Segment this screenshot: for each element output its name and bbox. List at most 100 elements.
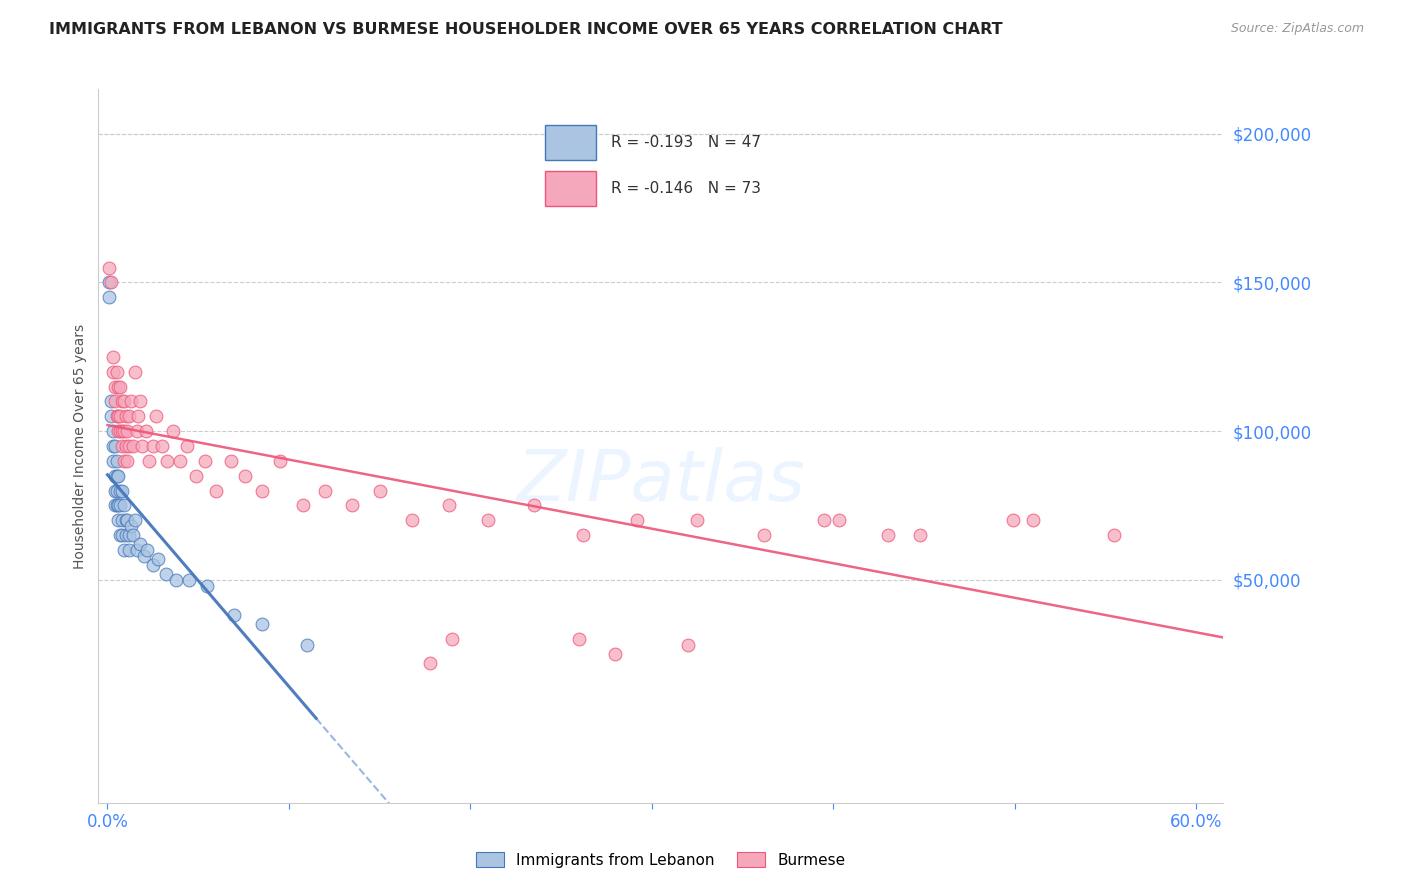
Point [108,528,131,542]
Point [112,424,135,438]
Point [138,454,160,468]
Point [100,276,122,290]
Point [104,468,127,483]
Point [205,483,228,498]
Point [124,365,146,379]
Point [626,513,648,527]
Point [523,499,546,513]
Point [107,409,129,424]
Point [104,379,127,393]
Point [114,409,136,424]
Point [105,365,128,379]
Point [101,350,124,364]
Point [118,409,141,424]
Point [118,439,141,453]
Point [176,439,198,453]
Point [142,558,165,572]
Point [605,647,627,661]
Point [368,483,391,498]
Point [124,513,146,527]
Point [105,499,128,513]
Bar [546,125,596,161]
Bar [546,171,596,206]
Point [813,513,835,527]
Point [108,483,131,498]
Point [129,394,152,409]
Point [111,528,134,542]
Point [107,379,129,393]
Point [135,424,157,438]
Point [114,528,136,542]
Point [117,424,139,438]
Point [104,499,127,513]
Point [568,632,591,647]
Point [169,454,191,468]
Point [122,439,145,453]
Point [114,439,136,453]
Point [118,528,141,542]
Point [148,552,170,566]
Point [120,519,142,533]
Point [162,424,184,438]
Point [165,573,187,587]
Point [111,439,134,453]
Point [136,543,159,558]
Point [219,454,242,468]
Point [1022,513,1045,527]
Point [250,483,273,498]
Text: R = -0.146   N = 73: R = -0.146 N = 73 [612,181,761,196]
Point [107,424,129,438]
Point [156,454,179,468]
Point [112,454,135,468]
Point [98,260,121,275]
Point [108,379,131,393]
Point [125,543,148,558]
Point [120,394,142,409]
Point [295,638,318,652]
Point [112,499,135,513]
Point [572,528,595,542]
Point [105,468,128,483]
Point [129,537,152,551]
Point [150,439,173,453]
Point [910,528,932,542]
Point [111,394,134,409]
Legend: Immigrants from Lebanon, Burmese: Immigrants from Lebanon, Burmese [470,846,852,873]
Point [104,439,127,453]
Point [107,513,129,527]
Text: R = -0.193   N = 47: R = -0.193 N = 47 [612,135,761,150]
Point [108,409,131,424]
Point [342,499,364,513]
Point [155,566,177,581]
Point [477,513,499,527]
Point [98,290,121,304]
Point [314,483,336,498]
Point [98,276,121,290]
Point [105,454,128,468]
Point [179,573,201,587]
Point [686,513,709,527]
Point [101,454,124,468]
Point [224,608,246,623]
Point [419,656,441,670]
Point [195,579,218,593]
Point [145,409,167,424]
Point [437,499,460,513]
Point [118,543,141,558]
Point [401,513,423,527]
Point [100,409,122,424]
Point [105,483,128,498]
Y-axis label: Householder Income Over 65 years: Householder Income Over 65 years [73,324,87,568]
Point [111,483,134,498]
Point [292,499,315,513]
Point [108,424,131,438]
Point [1001,513,1024,527]
Text: ZIPatlas: ZIPatlas [516,447,806,516]
Point [441,632,464,647]
Point [117,454,139,468]
Point [142,439,165,453]
Point [111,513,134,527]
Point [132,549,155,563]
Point [112,394,135,409]
Point [112,543,135,558]
